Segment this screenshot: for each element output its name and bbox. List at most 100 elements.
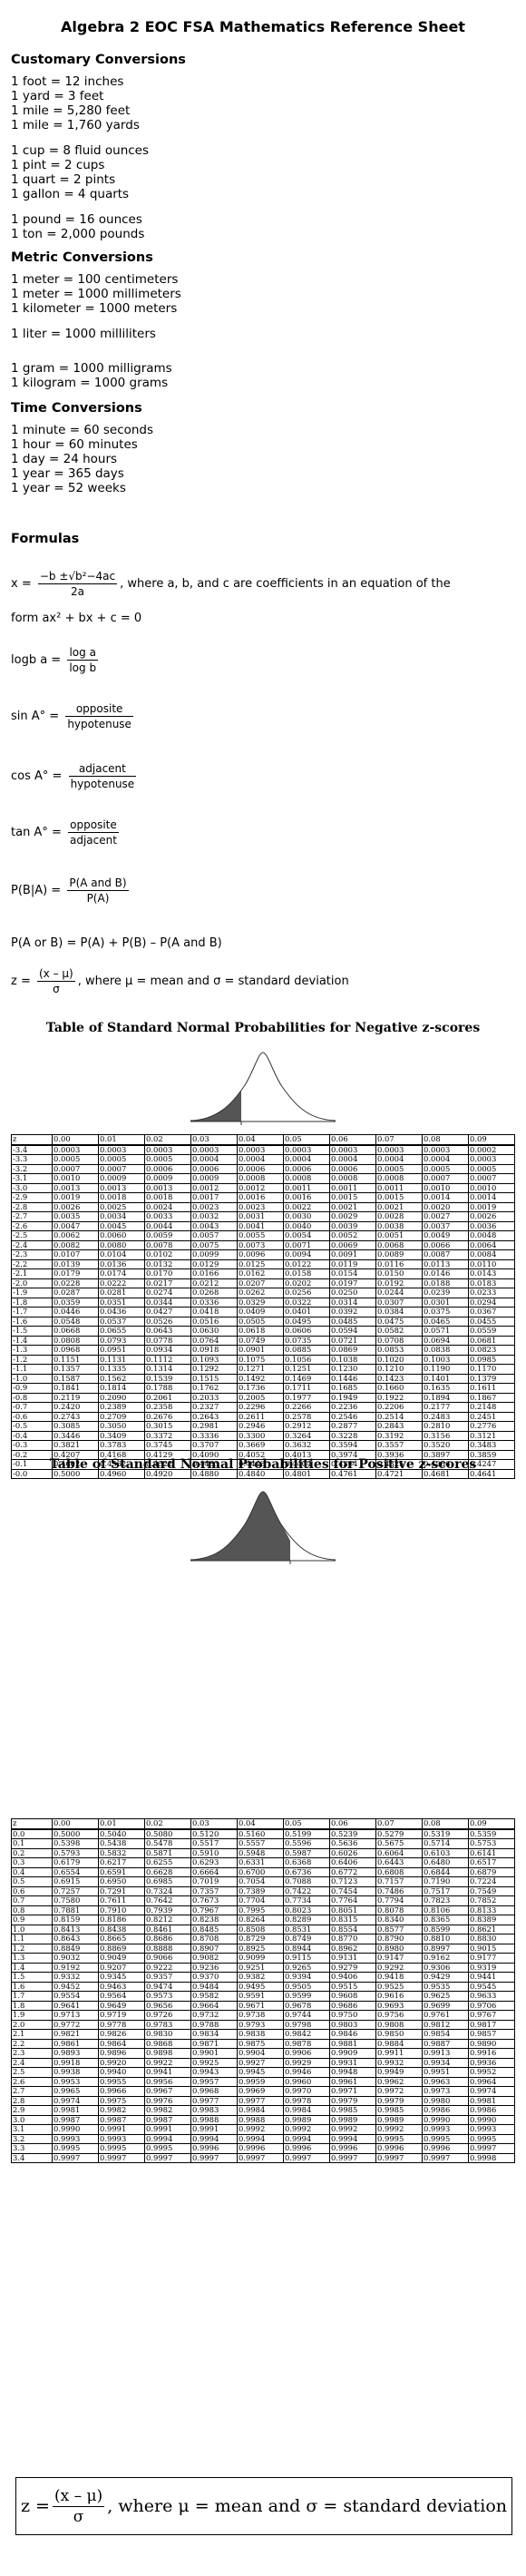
probability-cell: 0.9941 — [144, 2067, 191, 2078]
probability-cell: 0.6217 — [98, 1857, 145, 1868]
z-value-cell: 0.6 — [11, 1885, 53, 1896]
table-row: 1.2 0.8849 0.8869 0.8888 0.8907 0.8925 0.8944 0… — [11, 1943, 515, 1954]
probability-cell: 0.9968 — [190, 2086, 238, 2097]
probability-cell: 0.0838 — [422, 1345, 469, 1356]
probability-cell: 0.5120 — [190, 1828, 238, 1839]
sine-formula: sin A° = opposite hypotenuse — [11, 702, 136, 730]
probability-cell: 0.9943 — [190, 2067, 238, 2078]
probability-cell: 0.1251 — [283, 1364, 330, 1375]
probability-cell: 0.9616 — [375, 1991, 423, 2002]
probability-cell: 0.8962 — [329, 1943, 376, 1954]
probability-cell: 0.1660 — [375, 1383, 423, 1394]
z-value-cell: 0.8 — [11, 1905, 53, 1915]
probability-cell: 0.9982 — [98, 2105, 145, 2116]
probability-cell: 0.0401 — [283, 1307, 330, 1317]
probability-cell: 0.9978 — [283, 2095, 330, 2106]
column-header: 0.06 — [329, 1134, 376, 1146]
probability-cell: 0.9966 — [98, 2086, 145, 2097]
probability-cell: 0.0068 — [375, 1239, 423, 1250]
z-value-cell: -1.5 — [11, 1326, 53, 1337]
z-value-cell: 3.3 — [11, 2143, 53, 2154]
probability-cell: 0.7123 — [329, 1876, 376, 1887]
probability-cell: 0.9967 — [144, 2086, 191, 2097]
probability-cell: 0.1977 — [283, 1392, 330, 1403]
probability-cell: 0.0037 — [422, 1220, 469, 1231]
probability-cell: 0.6255 — [144, 1857, 191, 1868]
probability-cell: 0.6517 — [468, 1857, 515, 1868]
probability-cell: 0.0314 — [329, 1297, 376, 1308]
probability-cell: 0.5636 — [329, 1838, 376, 1849]
column-header: z — [11, 1818, 53, 1830]
probability-cell: 0.9996 — [422, 2143, 469, 2154]
probability-cell: 0.0003 — [468, 1154, 515, 1165]
table-row: 0.3 0.6179 0.6217 0.6255 0.6293 0.6331 0.6368 0… — [11, 1857, 515, 1868]
probability-cell: 0.9726 — [144, 2010, 191, 2021]
probability-cell: 0.9993 — [468, 2124, 515, 2135]
probability-cell: 0.9988 — [237, 2114, 284, 2125]
probability-cell: 0.6844 — [422, 1866, 469, 1877]
probability-cell: 0.1515 — [190, 1373, 238, 1384]
probability-cell: 0.6950 — [98, 1876, 145, 1887]
column-header: 0.09 — [468, 1134, 515, 1146]
table-row: 2.6 0.9953 0.9955 0.9956 0.9957 0.9959 0.9960 0… — [11, 2076, 515, 2087]
probability-cell: 0.1736 — [237, 1383, 284, 1394]
probability-cell: 0.6736 — [283, 1866, 330, 1877]
probability-cell: 0.1711 — [283, 1383, 330, 1394]
probability-cell: 0.1056 — [283, 1354, 330, 1365]
probability-cell: 0.8944 — [283, 1943, 330, 1954]
table-row: -3.0 0.0013 0.0013 0.0013 0.0012 0.0012 0.0011… — [11, 1182, 515, 1193]
probability-cell: 0.1446 — [329, 1373, 376, 1384]
sine-denominator: hypotenuse — [67, 718, 132, 730]
probability-cell: 0.0197 — [329, 1278, 376, 1288]
probability-cell: 0.0008 — [375, 1173, 423, 1184]
probability-cell: 0.0571 — [422, 1326, 469, 1337]
z-value-cell: -2.1 — [11, 1268, 53, 1279]
probability-cell: 0.0080 — [98, 1239, 145, 1250]
z-value-cell: 2.9 — [11, 2105, 53, 2116]
probability-cell: 0.7257 — [52, 1885, 99, 1896]
log-numerator: log a — [67, 646, 99, 661]
table-row: 2.4 0.9918 0.9920 0.9922 0.9925 0.9927 0.9929 0… — [11, 2057, 515, 2068]
probability-cell: 0.9649 — [98, 2000, 145, 2011]
probability-cell: 0.2981 — [190, 1421, 238, 1432]
probability-cell: 0.0287 — [52, 1288, 99, 1298]
probability-cell: 0.0043 — [190, 1220, 238, 1231]
probability-cell: 0.0014 — [422, 1192, 469, 1203]
probability-cell: 0.6331 — [237, 1857, 284, 1868]
probability-cell: 0.0018 — [144, 1192, 191, 1203]
probability-cell: 0.7642 — [144, 1895, 191, 1906]
table-row: 2.3 0.9893 0.9896 0.9898 0.9901 0.9904 0.9906 0… — [11, 2048, 515, 2059]
probability-cell: 0.0013 — [144, 1182, 191, 1193]
probability-cell: 0.9515 — [329, 1981, 376, 1992]
probability-cell: 0.0721 — [329, 1335, 376, 1346]
probability-cell: 0.1685 — [329, 1383, 376, 1394]
probability-cell: 0.0359 — [52, 1297, 99, 1308]
probability-cell: 0.9817 — [468, 2019, 515, 2030]
probability-cell: 0.2033 — [190, 1392, 238, 1403]
probability-cell: 0.8770 — [329, 1934, 376, 1944]
z-value-cell: -2.4 — [11, 1239, 53, 1250]
probability-cell: 0.6293 — [190, 1857, 238, 1868]
probability-cell: 0.9995 — [52, 2143, 99, 2154]
probability-cell: 0.9767 — [468, 2010, 515, 2021]
negative-bell-curve — [190, 1052, 336, 1125]
probability-cell: 0.9778 — [98, 2019, 145, 2030]
probability-cell: 0.8869 — [98, 1943, 145, 1954]
tangent-formula: tan A° = opposite adjacent — [11, 818, 122, 847]
probability-cell: 0.0003 — [98, 1144, 145, 1155]
probability-cell: 0.0014 — [468, 1192, 515, 1203]
z-value-cell: 1.0 — [11, 1924, 53, 1934]
table-row: -2.3 0.0107 0.0104 0.0102 0.0099 0.0096 0.0094… — [11, 1249, 515, 1260]
probability-cell: 0.5948 — [237, 1847, 284, 1858]
z-value-cell: -2.7 — [11, 1211, 53, 1222]
probability-cell: 0.1314 — [144, 1364, 191, 1375]
z-value-cell: 2.4 — [11, 2057, 53, 2068]
probability-cell: 0.0094 — [283, 1249, 330, 1260]
probability-cell: 0.9177 — [468, 1953, 515, 1964]
probability-cell: 0.6554 — [52, 1866, 99, 1877]
table-row: -0.6 0.2743 0.2709 0.2676 0.2643 0.2611 0.2578… — [11, 1411, 515, 1422]
probability-cell: 0.0016 — [283, 1192, 330, 1203]
probability-cell: 0.1867 — [468, 1392, 515, 1403]
probability-cell: 0.9099 — [237, 1953, 284, 1964]
probability-cell: 0.0038 — [375, 1220, 423, 1231]
